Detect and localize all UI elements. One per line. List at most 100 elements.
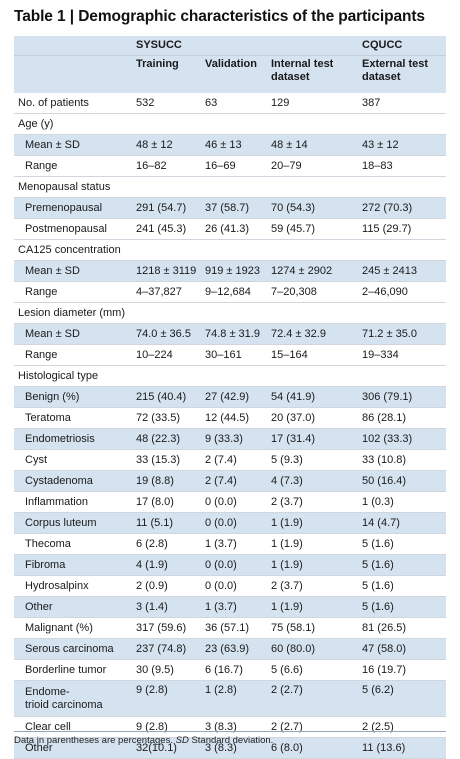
table-row: Thecoma 6 (2.8) 1 (3.7) 1 (1.9) 5 (1.6) bbox=[14, 533, 447, 555]
row-label: Serous carcinoma bbox=[14, 638, 132, 660]
row-label: Mean ± SD bbox=[14, 323, 132, 345]
table-row: Teratoma 72 (33.5) 12 (44.5) 20 (37.0) 86 (2… bbox=[14, 407, 447, 429]
row-value: 2 (7.4) bbox=[201, 470, 267, 492]
row-value: 86 (28.1) bbox=[358, 407, 447, 429]
row-value: 48 ± 14 bbox=[267, 134, 359, 156]
row-label: Range bbox=[14, 281, 132, 303]
row-value: 75 (58.1) bbox=[267, 617, 359, 639]
table-row: Inflammation 17 (8.0) 0 (0.0) 2 (3.7) 1 (0.3… bbox=[14, 491, 447, 513]
footnote-text: Data in parentheses are percentages. bbox=[14, 735, 176, 746]
demographics-table: SYSUCC CQUCC Training Validation Interna… bbox=[14, 36, 447, 759]
row-value: 1 (3.7) bbox=[201, 596, 267, 618]
table-row: Malignant (%) 317 (59.6) 36 (57.1) 75 (58.1… bbox=[14, 617, 447, 639]
row-value: 129 bbox=[267, 93, 359, 114]
row-value: 9 (2.8) bbox=[132, 680, 201, 717]
row-value: 215 (40.4) bbox=[132, 386, 201, 408]
row-value: 20 (37.0) bbox=[267, 407, 359, 429]
row-value: 7–20,308 bbox=[267, 281, 359, 303]
row-value: 4 (7.3) bbox=[267, 470, 359, 492]
row-label: Cystadenoma bbox=[14, 470, 132, 492]
table-row: Range 16–82 16–69 20–79 18–83 bbox=[14, 155, 447, 177]
table-row: Premenopausal 291 (54.7) 37 (58.7) 70 (54.3… bbox=[14, 197, 447, 219]
row-value: 0 (0.0) bbox=[201, 491, 267, 513]
row-value: 1 (1.9) bbox=[267, 554, 359, 576]
row-value: 1 (3.7) bbox=[201, 533, 267, 555]
row-value: 5 (1.6) bbox=[358, 596, 447, 618]
row-value: 2 (3.7) bbox=[267, 575, 359, 597]
row-label: Teratoma bbox=[14, 407, 132, 429]
row-value: 5 (1.6) bbox=[358, 554, 447, 576]
header-group-row: SYSUCC CQUCC bbox=[14, 36, 447, 56]
row-value: 16–69 bbox=[201, 155, 267, 177]
table-row: Benign (%) 215 (40.4) 27 (42.9) 54 (41.9) 30… bbox=[14, 386, 447, 408]
table-bottom-rule bbox=[14, 731, 446, 732]
row-label: Endome- trioid carcinoma bbox=[14, 680, 132, 717]
row-value: 0 (0.0) bbox=[201, 575, 267, 597]
row-value: 1 (0.3) bbox=[358, 491, 447, 513]
row-value: 70 (54.3) bbox=[267, 197, 359, 219]
row-label: Postmenopausal bbox=[14, 218, 132, 240]
row-value: 9 (33.3) bbox=[201, 428, 267, 450]
row-value: 18–83 bbox=[358, 155, 447, 177]
row-value: 245 ± 2413 bbox=[358, 260, 447, 282]
header-column-row: Training Validation Internal test datase… bbox=[14, 55, 447, 93]
row-value: 0 (0.0) bbox=[201, 512, 267, 534]
row-value: 19–334 bbox=[358, 344, 447, 366]
row-value: 43 ± 12 bbox=[358, 134, 447, 156]
row-value: 1274 ± 2902 bbox=[267, 260, 359, 282]
section-row: CA125 concentration bbox=[14, 239, 447, 261]
row-value: 4–37,827 bbox=[132, 281, 201, 303]
table-row: Mean ± SD 74.0 ± 36.5 74.8 ± 31.9 72.4 ± 32… bbox=[14, 323, 447, 345]
row-value: 14 (4.7) bbox=[358, 512, 447, 534]
footnote-abbr: SD bbox=[175, 735, 189, 746]
row-value: 5 (1.6) bbox=[358, 533, 447, 555]
row-value: 6 (16.7) bbox=[201, 659, 267, 681]
table-row: No. of patients 532 63 129 387 bbox=[14, 93, 447, 114]
row-value: 17 (31.4) bbox=[267, 428, 359, 450]
row-label: Thecoma bbox=[14, 533, 132, 555]
row-value: 1 (1.9) bbox=[267, 596, 359, 618]
row-label: Mean ± SD bbox=[14, 260, 132, 282]
row-label: Benign (%) bbox=[14, 386, 132, 408]
row-value: 2 (2.5) bbox=[358, 716, 447, 738]
row-value: 10–224 bbox=[132, 344, 201, 366]
row-value: 47 (58.0) bbox=[358, 638, 447, 660]
row-value: 23 (63.9) bbox=[201, 638, 267, 660]
row-value: 37 (58.7) bbox=[201, 197, 267, 219]
row-value: 2 (2.7) bbox=[267, 716, 359, 738]
row-value: 30 (9.5) bbox=[132, 659, 201, 681]
row-label: Clear cell bbox=[14, 716, 132, 738]
row-value: 272 (70.3) bbox=[358, 197, 447, 219]
row-value: 26 (41.3) bbox=[201, 218, 267, 240]
row-label: Malignant (%) bbox=[14, 617, 132, 639]
table-row: Clear cell 9 (2.8) 3 (8.3) 2 (2.7) 2 (2.5) bbox=[14, 716, 447, 738]
row-value: 2 (0.9) bbox=[132, 575, 201, 597]
row-label: Inflammation bbox=[14, 491, 132, 513]
row-value: 74.8 ± 31.9 bbox=[201, 323, 267, 345]
row-value: 387 bbox=[358, 93, 447, 114]
section-label: Menopausal status bbox=[14, 176, 447, 198]
row-label: Range bbox=[14, 155, 132, 177]
row-value: 2–46,090 bbox=[358, 281, 447, 303]
row-value: 919 ± 1923 bbox=[201, 260, 267, 282]
row-value: 6 (2.8) bbox=[132, 533, 201, 555]
row-value: 4 (1.9) bbox=[132, 554, 201, 576]
row-value: 17 (8.0) bbox=[132, 491, 201, 513]
row-value: 5 (6.2) bbox=[358, 680, 447, 717]
row-label: Corpus luteum bbox=[14, 512, 132, 534]
row-label: Other bbox=[14, 596, 132, 618]
row-value: 237 (74.8) bbox=[132, 638, 201, 660]
row-value: 1 (2.8) bbox=[201, 680, 267, 717]
table-row: Serous carcinoma 237 (74.8) 23 (63.9) 60 (8… bbox=[14, 638, 447, 660]
table-row: Endometriosis 48 (22.3) 9 (33.3) 17 (31.4) 1… bbox=[14, 428, 447, 450]
row-value: 19 (8.8) bbox=[132, 470, 201, 492]
table-row: Cystadenoma 19 (8.8) 2 (7.4) 4 (7.3) 50 (16.… bbox=[14, 470, 447, 492]
row-value: 15–164 bbox=[267, 344, 359, 366]
section-row: Menopausal status bbox=[14, 176, 447, 198]
row-value: 2 (3.7) bbox=[267, 491, 359, 513]
table-row: Fibroma 4 (1.9) 0 (0.0) 1 (1.9) 5 (1.6) bbox=[14, 554, 447, 576]
table-row: Range 4–37,827 9–12,684 7–20,308 2–46,090 bbox=[14, 281, 447, 303]
table-body: No. of patients 532 63 129 387 Age (y) Mean ± … bbox=[14, 93, 447, 759]
row-value: 48 (22.3) bbox=[132, 428, 201, 450]
row-value: 2 (7.4) bbox=[201, 449, 267, 471]
